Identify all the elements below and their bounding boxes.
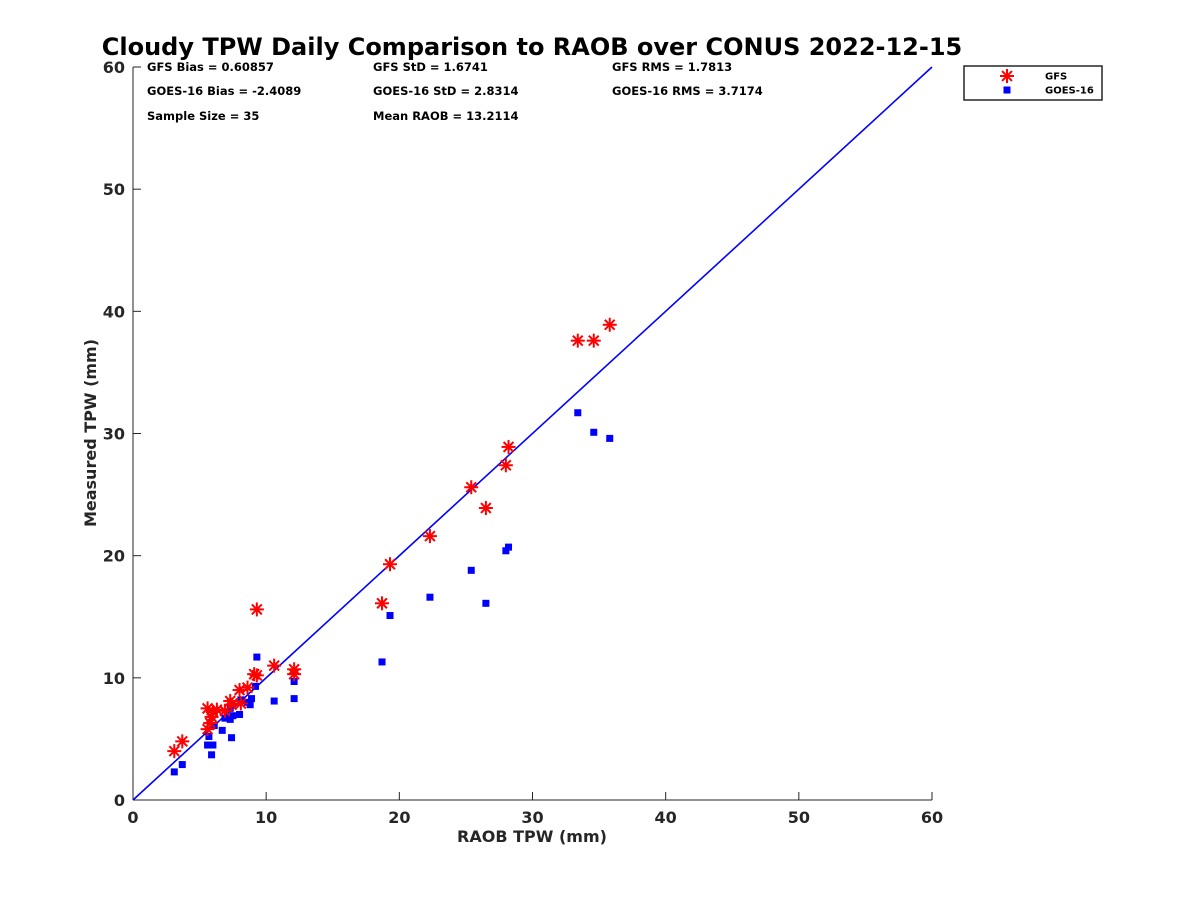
stat-text: GOES-16 RMS = 3.7174 xyxy=(612,84,763,98)
gfs-point xyxy=(240,680,255,695)
gfs-point xyxy=(287,667,302,682)
goes16-point xyxy=(252,682,260,690)
axes: 0 10 20 30 40 50 60 0 10 20 30 40 50 60 xyxy=(103,58,943,827)
x-tick-label: 20 xyxy=(388,808,410,827)
legend-box xyxy=(963,65,1103,101)
goes16-point xyxy=(218,726,226,734)
x-axis-label: RAOB TPW (mm) xyxy=(457,827,607,846)
y-tick-label: 30 xyxy=(103,425,125,444)
y-axis-label: Measured TPW (mm) xyxy=(81,339,100,527)
gfs-point xyxy=(570,333,585,348)
gfs-point xyxy=(267,658,282,673)
stat-text: Sample Size = 35 xyxy=(147,109,259,123)
goes16-point xyxy=(246,701,254,709)
goes16-point xyxy=(426,593,434,601)
gfs-point xyxy=(167,744,182,759)
gfs-point xyxy=(375,596,390,611)
gfs-point xyxy=(233,696,248,711)
goes16-point xyxy=(290,677,298,685)
y-tick-label: 40 xyxy=(103,302,125,321)
y-tick-label: 10 xyxy=(103,669,125,688)
legend-label: GFS xyxy=(1045,72,1067,83)
goes16-point xyxy=(467,566,475,574)
goes16-point xyxy=(574,409,582,417)
goes16-point xyxy=(248,695,256,703)
goes16-point xyxy=(208,751,216,759)
goes16-point xyxy=(210,721,218,729)
stat-text: Mean RAOB = 13.2114 xyxy=(373,109,519,123)
goes16-point xyxy=(505,543,513,551)
gfs-point xyxy=(464,480,479,495)
goes16-point xyxy=(205,732,213,740)
goes16-point xyxy=(178,761,186,769)
y-tick-label: 60 xyxy=(103,58,125,77)
y-tick-label: 0 xyxy=(114,791,125,810)
gfs-point xyxy=(249,602,264,617)
one-to-one-line xyxy=(132,66,933,801)
goes16-point xyxy=(290,695,298,703)
stat-text: GFS RMS = 1.7813 xyxy=(612,60,732,74)
gfs-point xyxy=(422,529,437,544)
gfs-point xyxy=(224,697,239,712)
goes16-point xyxy=(386,612,394,620)
gfs-point xyxy=(501,439,516,454)
goes16-point xyxy=(482,599,490,607)
gfs-point xyxy=(498,458,513,473)
stat-text: GFS Bias = 0.60857 xyxy=(147,60,274,74)
stat-text: GFS StD = 1.6741 xyxy=(373,60,488,74)
markers-group xyxy=(167,317,617,776)
gfs-point xyxy=(602,317,617,332)
goes16-point xyxy=(253,653,261,661)
goes16-point xyxy=(378,658,386,666)
goes16-point xyxy=(209,741,217,749)
chart-title: Cloudy TPW Daily Comparison to RAOB over… xyxy=(102,33,962,61)
goes16-point xyxy=(270,697,278,705)
gfs-point xyxy=(478,501,493,516)
goes16-point xyxy=(170,768,178,776)
x-tick-label: 60 xyxy=(921,808,943,827)
stat-text: GOES-16 Bias = -2.4089 xyxy=(147,84,301,98)
x-tick-label: 10 xyxy=(255,808,277,827)
x-tick-label: 30 xyxy=(521,808,543,827)
legend: GFS GOES-16 xyxy=(963,65,1103,101)
goes16-point xyxy=(606,434,614,442)
goes16-point xyxy=(590,428,598,436)
gfs-point xyxy=(586,333,601,348)
legend-label: GOES-16 xyxy=(1045,86,1094,97)
x-tick-label: 0 xyxy=(127,808,138,827)
stats-group: GFS Bias = 0.60857 GFS StD = 1.6741 GFS RM… xyxy=(147,60,763,123)
goes16-point xyxy=(221,714,229,722)
x-tick-label: 50 xyxy=(788,808,810,827)
y-tick-label: 50 xyxy=(103,180,125,199)
legend-gfs-marker xyxy=(1000,69,1014,83)
reference-line-group xyxy=(132,66,933,801)
goes16-point xyxy=(229,712,237,720)
goes16-point xyxy=(228,734,236,742)
stat-text: GOES-16 StD = 2.8314 xyxy=(373,84,518,98)
gfs-point xyxy=(383,557,398,572)
legend-goes16-marker xyxy=(1003,86,1011,94)
goes16-point xyxy=(204,741,212,749)
gfs-point xyxy=(249,668,264,683)
gfs-point xyxy=(175,734,190,749)
x-tick-label: 40 xyxy=(655,808,677,827)
goes16-point xyxy=(226,715,234,723)
y-tick-label: 20 xyxy=(103,547,125,566)
goes16-point xyxy=(502,547,510,555)
goes16-point xyxy=(226,704,234,712)
gfs-point xyxy=(217,703,232,718)
goes16-point xyxy=(236,710,244,718)
